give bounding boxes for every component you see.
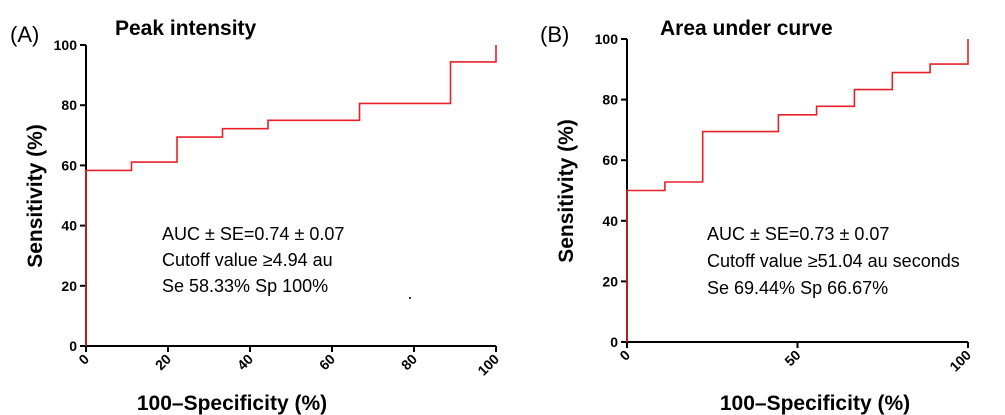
panel-a-y-tick-label: 80: [61, 97, 77, 113]
panel-b-y-axis-label: Sensitivity (%): [555, 119, 578, 263]
panel-b-y-tick-label: 40: [602, 213, 618, 229]
panel-a-annotation: AUC ± SE=0.74 ± 0.07 Cutoff value ≥4.94 …: [162, 224, 344, 296]
panel-a-roc-curve: [85, 45, 497, 346]
panel-b-label: (B): [540, 22, 569, 47]
panel-a-x-tick-label: 60: [316, 351, 338, 373]
panel-a-x-tick-label: 20: [152, 351, 174, 373]
panel-b-x-tick-label: 100: [946, 347, 974, 375]
panel-b-area-under-curve: (B) Area under curve Sensitivity (%) 100…: [540, 17, 974, 415]
panel-a-cutoff-text: Cutoff value ≥4.94 au: [162, 250, 333, 270]
panel-b-y-tick-label: 100: [595, 31, 619, 47]
panel-a-title: Peak intensity: [115, 17, 257, 40]
panel-a-y-tick-label: 40: [61, 218, 77, 234]
panel-a-x-axis-label: 100–Specificity (%): [137, 392, 327, 415]
panel-a-label: (A): [10, 22, 39, 47]
panel-a-y-axis-label: Sensitivity (%): [24, 124, 47, 268]
panel-a-stray-dot: [409, 297, 411, 299]
panel-a-x-tick-label: 100: [474, 351, 502, 379]
panel-b-y-tick-label: 60: [602, 152, 618, 168]
panel-a-y-tick-label: 60: [61, 157, 77, 173]
panel-b-se-sp-text: Se 69.44% Sp 66.67%: [707, 278, 888, 298]
panel-a-auc-text: AUC ± SE=0.74 ± 0.07: [162, 224, 344, 244]
panel-a-x-tick-label: 80: [398, 351, 420, 373]
panel-a-se-sp-text: Se 58.33% Sp 100%: [162, 276, 328, 296]
panel-b-roc-curve: [626, 39, 969, 342]
panel-b-x-tick-label: 50: [781, 347, 803, 369]
panel-b-auc-text: AUC ± SE=0.73 ± 0.07: [707, 224, 889, 244]
panel-a-y-tick-label: 0: [69, 338, 77, 354]
panel-b-title: Area under curve: [660, 17, 833, 40]
panel-b-cutoff-text: Cutoff value ≥51.04 au seconds: [707, 251, 960, 271]
panel-b-x-axis-label: 100–Specificity (%): [720, 392, 910, 415]
panel-a-x-tick-label: 40: [234, 351, 256, 373]
panel-a-y-tick-label: 100: [54, 37, 78, 53]
panel-b-y-tick-label: 0: [610, 334, 618, 350]
panel-a-y-tick-label: 20: [61, 278, 77, 294]
panel-b-y-tick-label: 20: [602, 273, 618, 289]
panel-a-x-tick-label: 0: [75, 351, 92, 368]
panel-b-y-tick-label: 80: [602, 92, 618, 108]
panel-b-x-tick-label: 0: [616, 347, 633, 364]
panel-b-annotation: AUC ± SE=0.73 ± 0.07 Cutoff value ≥51.04…: [707, 224, 960, 298]
panel-a-peak-intensity: (A) Peak intensity Sensitivity (%) 100–S…: [10, 17, 502, 415]
